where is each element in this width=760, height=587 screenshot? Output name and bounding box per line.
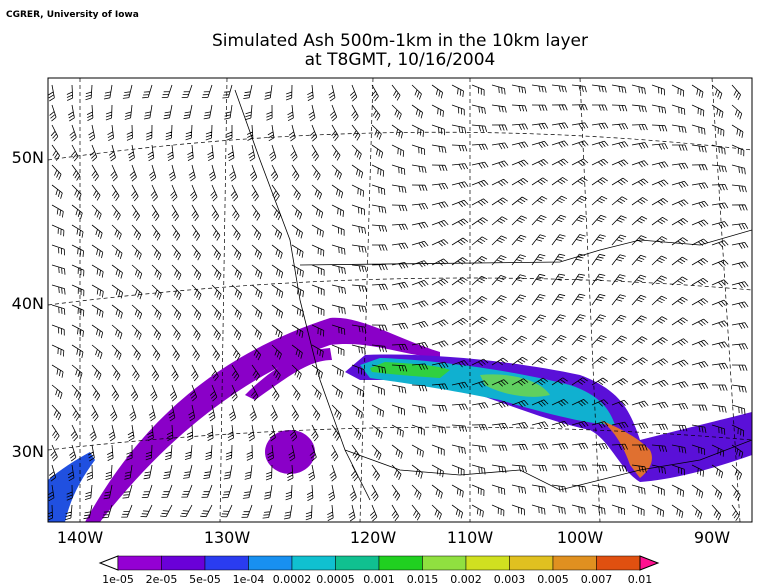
ash-plume — [48, 452, 95, 522]
colorbar-cell — [117, 555, 162, 571]
ash-plume — [345, 354, 752, 482]
ash-plume — [265, 430, 315, 474]
colorbar-end — [639, 555, 660, 571]
ash-plume — [600, 420, 652, 478]
borders — [234, 89, 752, 501]
colorbar-cell — [204, 555, 249, 571]
colorbar-cell — [378, 555, 423, 571]
colorbar-label: 0.0002 — [273, 573, 312, 586]
title: Simulated Ash 500m-1km in the 10km layer — [212, 31, 588, 51]
colorbar-end — [98, 555, 119, 571]
colorbar-label: 0.0005 — [316, 573, 355, 586]
colorbar-label: 5e-05 — [189, 573, 221, 586]
colorbar-cell — [552, 555, 597, 571]
map-area — [48, 78, 752, 522]
lat-label: 30N — [12, 442, 44, 461]
lon-label: 90W — [694, 528, 730, 547]
colorbar-cell — [465, 555, 510, 571]
lon-label: 140W — [57, 528, 104, 547]
colorbar-cell — [248, 555, 293, 571]
colorbar-label: 1e-04 — [233, 573, 265, 586]
lat-label: 40N — [12, 294, 44, 313]
colorbar-label: 0.003 — [494, 573, 526, 586]
title: at T8GMT, 10/16/2004 — [305, 50, 496, 70]
colorbar-cell — [335, 555, 380, 571]
colorbar-cell — [291, 555, 336, 571]
ash-plume — [480, 374, 550, 397]
ash-plume — [245, 348, 332, 400]
ash-plume — [85, 317, 440, 522]
colorbar-label: 0.001 — [363, 573, 395, 586]
colorbar-cell — [596, 555, 641, 571]
colorbar-label: 0.01 — [628, 573, 653, 586]
colorbar-label: 0.005 — [537, 573, 569, 586]
colorbar-label: 0.007 — [581, 573, 613, 586]
credit: CGRER, University of Iowa — [6, 10, 139, 20]
colorbar-label: 0.015 — [407, 573, 439, 586]
ash-plume — [370, 362, 450, 378]
colorbar-cell — [422, 555, 467, 571]
lon-label: 130W — [204, 528, 251, 547]
lon-label: 100W — [557, 528, 604, 547]
colorbar-cell — [509, 555, 554, 571]
wind-barbs — [48, 84, 749, 522]
barb — [48, 84, 749, 522]
colorbar-cell — [161, 555, 206, 571]
colorbar-label: 0.002 — [450, 573, 482, 586]
map-frame — [47, 77, 753, 523]
colorbar-label: 2e-05 — [146, 573, 178, 586]
graticule — [48, 78, 752, 522]
lat-label: 50N — [12, 148, 44, 167]
colorbar-label: 1e-05 — [102, 573, 134, 586]
lon-label: 110W — [447, 528, 494, 547]
lon-label: 120W — [350, 528, 397, 547]
